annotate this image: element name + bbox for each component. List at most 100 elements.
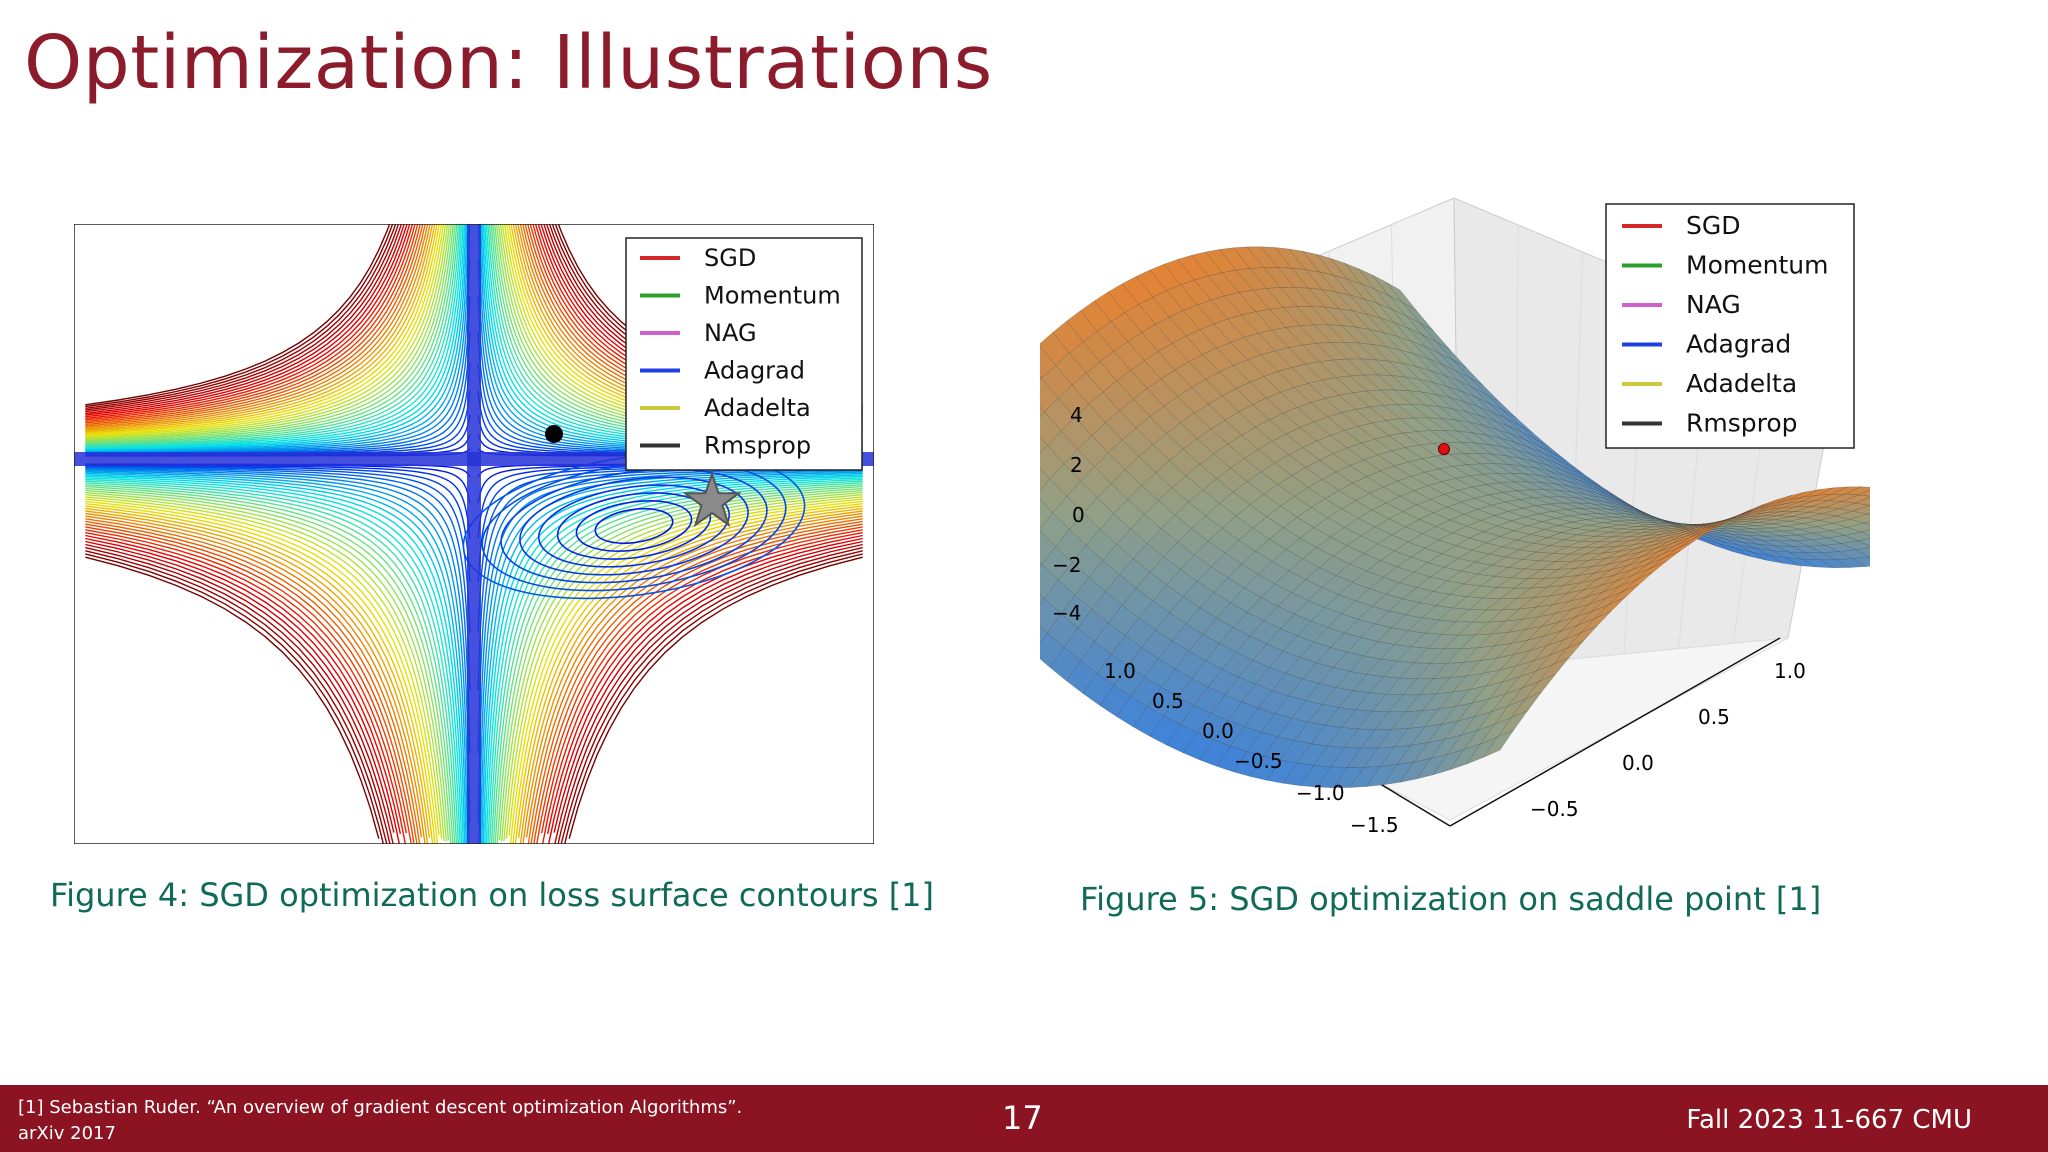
contour-line xyxy=(527,518,863,844)
contour-loop xyxy=(537,484,731,568)
surface-facet xyxy=(1040,375,1042,381)
contour-line xyxy=(519,510,863,844)
saddle-legend: SGD Momentum NAG Adagrad Adadelta Rmsprop xyxy=(1605,203,1855,449)
contour-line xyxy=(85,518,421,844)
contour-line xyxy=(554,543,863,844)
z-tick-label: −2 xyxy=(1052,553,1081,577)
surface-facet xyxy=(1040,562,1042,567)
contour-line xyxy=(85,477,463,844)
saddle-surface xyxy=(1040,246,1870,788)
x-tick-label: −0.5 xyxy=(1530,797,1579,821)
contour-line xyxy=(85,224,394,408)
figure-4-caption: Figure 4: SGD optimization on loss surfa… xyxy=(50,876,935,914)
contour-line xyxy=(85,224,431,430)
start-point-marker xyxy=(545,425,563,443)
contour-line xyxy=(85,471,469,844)
contour-line xyxy=(85,224,436,433)
z-tick-label: −4 xyxy=(1052,601,1081,625)
contour-line xyxy=(85,224,424,426)
saddle-axes: 4 2 0 −2 −4 1.0 0.5 0.0 −0.5 −1.0 −1.5 1… xyxy=(1052,403,1806,837)
contour-loop xyxy=(594,507,674,545)
contour-line xyxy=(85,224,464,450)
surface-facet xyxy=(1040,467,1051,492)
contour-line xyxy=(85,224,466,450)
legend-label: Adagrad xyxy=(704,357,805,385)
surface-facet xyxy=(1040,626,1048,644)
y-tick-label: 0.5 xyxy=(1152,689,1184,713)
contour-line xyxy=(512,503,863,844)
contour-line xyxy=(85,510,429,844)
legend-label: Rmsprop xyxy=(1686,409,1798,438)
contour-loop xyxy=(575,500,693,552)
surface-facet xyxy=(1866,512,1870,516)
contour-line xyxy=(525,515,863,838)
contour-loop xyxy=(519,476,749,576)
contour-line xyxy=(85,550,388,844)
x-tick-label: 0.0 xyxy=(1622,751,1654,775)
contour-line xyxy=(85,224,421,424)
contour-line xyxy=(85,496,443,839)
contour-line xyxy=(85,224,440,435)
contour-line xyxy=(85,512,426,844)
contour-line xyxy=(85,540,395,833)
contour-line xyxy=(85,556,380,839)
surface-facet xyxy=(1863,521,1870,526)
surface-facet xyxy=(1040,436,1048,454)
contour-line xyxy=(85,478,461,844)
contour-line xyxy=(553,540,863,833)
contour-line xyxy=(547,537,863,844)
contour-legend: SGD Momentum NAG Adagrad Adadelta Rmsprop xyxy=(625,237,863,471)
contour-line xyxy=(85,224,405,415)
vertical-ridge xyxy=(467,224,481,844)
contour-line xyxy=(85,487,452,844)
contour-line xyxy=(85,224,397,409)
contour-line xyxy=(85,224,454,444)
contour-line xyxy=(546,534,863,834)
contour-line xyxy=(85,224,416,421)
contour-line xyxy=(85,520,418,844)
contour-line xyxy=(85,523,415,844)
legend-label: SGD xyxy=(1686,211,1741,240)
contour-line xyxy=(85,480,460,844)
legend-label: NAG xyxy=(1686,290,1741,319)
contour-line xyxy=(85,224,403,413)
contour-line xyxy=(85,546,391,844)
contour-line xyxy=(568,556,863,839)
surface-facet xyxy=(1860,529,1870,536)
z-tick-label: 4 xyxy=(1070,403,1083,427)
contour-line xyxy=(483,475,863,844)
contour-line xyxy=(85,515,423,838)
contour-line xyxy=(85,224,463,449)
contour-line xyxy=(85,224,429,428)
contour-line xyxy=(85,484,456,844)
contour-line xyxy=(85,489,450,841)
contour-line xyxy=(85,494,445,841)
contour-line xyxy=(85,474,466,844)
reference-line-2: arXiv 2017 xyxy=(18,1123,116,1144)
contour-line xyxy=(85,224,453,443)
contour-line xyxy=(85,224,456,445)
z-tick-label: 2 xyxy=(1070,453,1083,477)
page-number: 17 xyxy=(1002,1099,1043,1137)
contour-plot-figure: SGD Momentum NAG Adagrad Adadelta Rmsprop xyxy=(74,224,874,844)
contour-line xyxy=(85,224,468,452)
contour-line xyxy=(85,475,465,844)
reference-citation: [1] Sebastian Ruder. “An overview of gra… xyxy=(18,1095,742,1147)
slide-footer: [1] Sebastian Ruder. “An overview of gra… xyxy=(0,1085,2048,1152)
contour-line xyxy=(85,500,439,844)
contour-line xyxy=(85,224,438,434)
x-axis-line xyxy=(1449,637,1781,827)
contour-line xyxy=(85,224,458,446)
legend-label: Adadelta xyxy=(704,394,811,422)
surface-facet xyxy=(1854,497,1870,506)
contour-line xyxy=(536,526,863,844)
contour-line xyxy=(522,512,863,844)
contour-line xyxy=(505,496,863,839)
contour-line xyxy=(85,224,419,423)
contour-line xyxy=(85,507,431,838)
y-tick-label: −1.0 xyxy=(1296,781,1345,805)
contour-line xyxy=(557,546,863,844)
contour-line xyxy=(85,537,401,844)
contour-line xyxy=(85,224,400,411)
contour-line xyxy=(85,224,411,418)
